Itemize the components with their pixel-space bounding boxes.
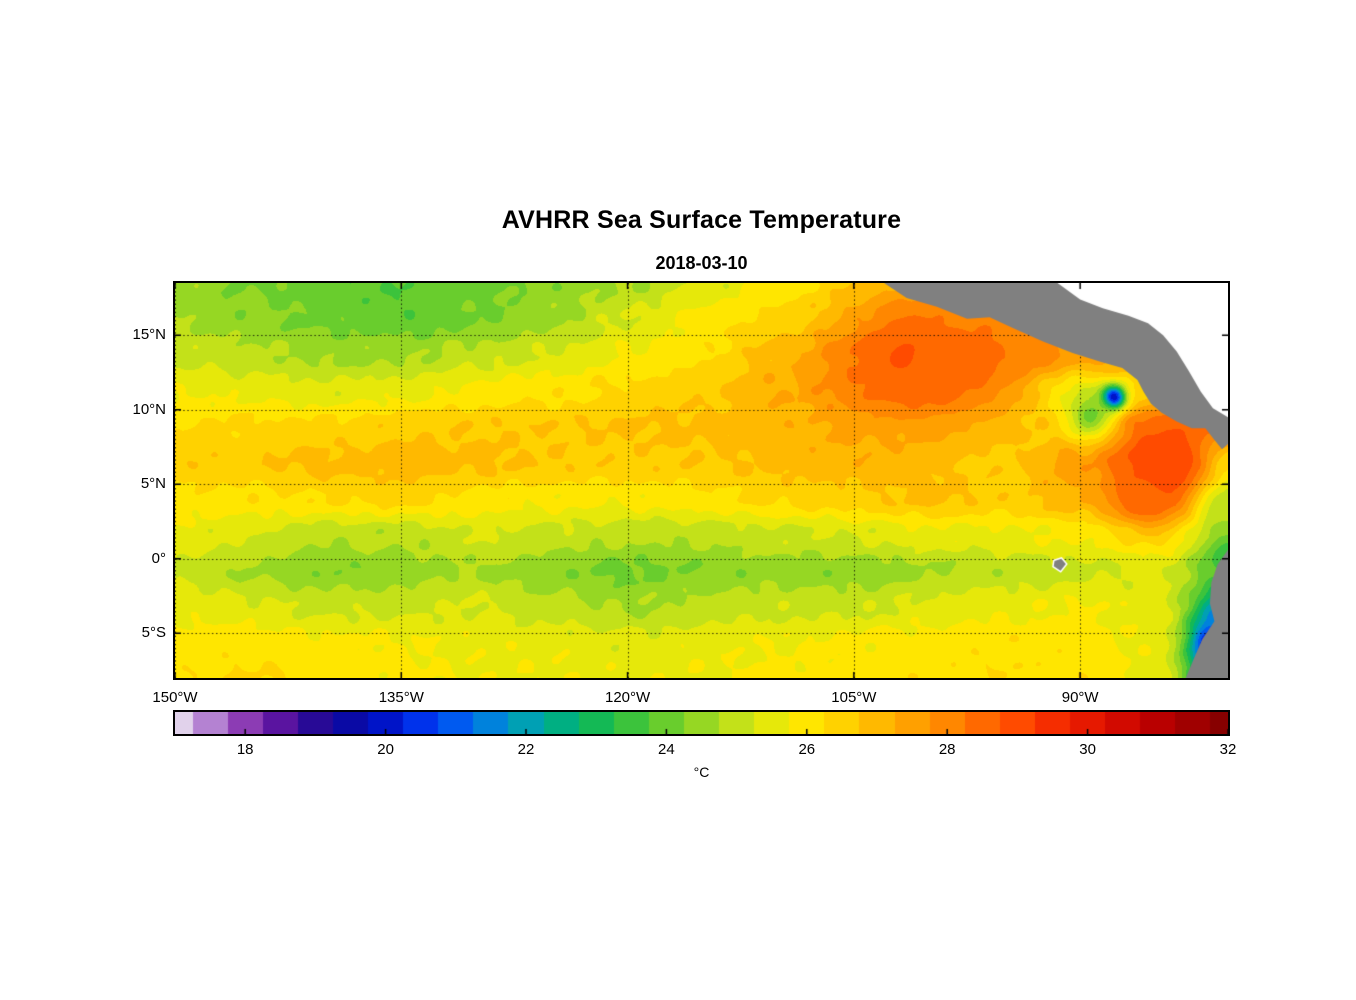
y-tick-label: 5°S	[141, 624, 166, 642]
colorbar-tick-label: 30	[1079, 741, 1096, 758]
x-tick-label: 90°W	[1061, 689, 1099, 706]
colorbar-canvas	[175, 712, 1228, 734]
colorbar-tick-label: 22	[517, 741, 535, 758]
sst-heatmap-canvas	[175, 283, 1228, 678]
colorbar-tick-label: 26	[798, 741, 816, 758]
y-tick-label: 0°	[151, 549, 166, 567]
y-tick-label: 10°N	[132, 400, 166, 418]
y-tick-label: 5°N	[140, 475, 166, 493]
colorbar-unit-label: °C	[693, 764, 710, 780]
y-tick-label: 15°N	[132, 326, 166, 344]
colorbar-tick-label: 32	[1219, 741, 1237, 758]
chart-date-subtitle: 2018-03-10	[655, 253, 748, 273]
colorbar-tick-label: 18	[236, 741, 254, 758]
x-tick-label: 135°W	[378, 689, 424, 706]
colorbar-tick-label: 28	[938, 741, 956, 758]
x-tick-label: 105°W	[831, 689, 877, 706]
x-tick-label: 150°W	[152, 689, 198, 706]
x-tick-label: 120°W	[604, 689, 651, 706]
colorbar-tick-label: 24	[658, 741, 675, 758]
chart-title: AVHRR Sea Surface Temperature	[501, 206, 902, 234]
colorbar-tick-label: 20	[377, 741, 394, 758]
